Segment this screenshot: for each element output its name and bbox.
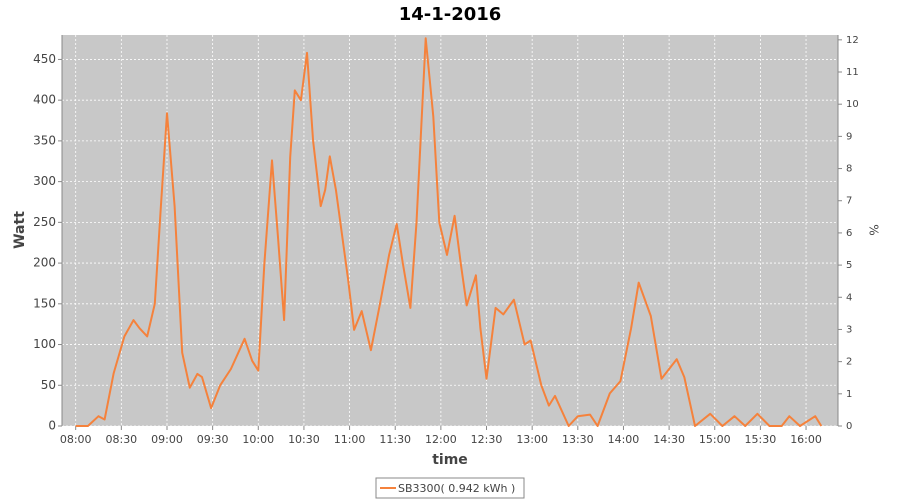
y2-tick-label: 5 — [846, 260, 852, 271]
x-tick-label: 09:00 — [151, 433, 183, 446]
y-tick-label: 200 — [33, 256, 56, 270]
legend-label: SB3300( 0.942 kWh ) — [398, 482, 515, 495]
x-tick-label: 13:30 — [562, 433, 594, 446]
y-tick-label: 250 — [33, 215, 56, 229]
y-tick-label: 350 — [33, 133, 56, 147]
x-tick-label: 13:00 — [516, 433, 548, 446]
y2-tick-label: 2 — [846, 357, 852, 368]
x-tick-label: 12:00 — [425, 433, 457, 446]
y2-tick-label: 8 — [846, 164, 852, 175]
x-tick-label: 14:00 — [608, 433, 640, 446]
legend: SB3300( 0.942 kWh ) — [375, 477, 525, 499]
x-tick-label: 08:00 — [60, 433, 92, 446]
y2-axis-label: % — [867, 224, 881, 235]
y2-tick-label: 0 — [846, 421, 852, 432]
legend-box — [375, 477, 525, 499]
y2-tick-label: 3 — [846, 324, 852, 335]
y-tick-label: 50 — [41, 378, 56, 392]
x-tick-label: 15:30 — [745, 433, 777, 446]
y2-tick-label: 7 — [846, 196, 852, 207]
x-tick-label: 16:00 — [790, 433, 822, 446]
series-line — [75, 37, 823, 427]
x-tick-label: 14:30 — [653, 433, 685, 446]
y2-tick-label: 9 — [846, 131, 852, 142]
y-tick-label: 400 — [33, 93, 56, 107]
y2-tick-label: 1 — [846, 389, 852, 400]
chart-title: 14-1-2016 — [399, 4, 502, 25]
x-tick-label: 10:30 — [288, 433, 320, 446]
x-tick-label: 12:30 — [471, 433, 503, 446]
x-tick-label: 10:00 — [242, 433, 274, 446]
y2-tick-label: 11 — [846, 67, 859, 78]
y2-tick-label: 10 — [846, 99, 859, 110]
x-tick-label: 09:30 — [197, 433, 229, 446]
y-tick-label: 450 — [33, 52, 56, 66]
y2-tick-label: 6 — [846, 228, 852, 239]
x-tick-label: 15:00 — [699, 433, 731, 446]
y-tick-label: 0 — [48, 419, 56, 433]
x-tick-label: 11:00 — [334, 433, 366, 446]
y-tick-label: 300 — [33, 174, 56, 188]
x-axis-label: time — [432, 452, 468, 468]
y-axis-label: Watt — [12, 211, 28, 249]
y-tick-label: 100 — [33, 337, 56, 351]
y-tick-label: 150 — [33, 296, 56, 310]
y2-tick-label: 12 — [846, 35, 859, 46]
x-tick-label: 11:30 — [379, 433, 411, 446]
y2-tick-label: 4 — [846, 292, 852, 303]
plot-area — [62, 35, 838, 426]
x-tick-label: 08:30 — [105, 433, 137, 446]
